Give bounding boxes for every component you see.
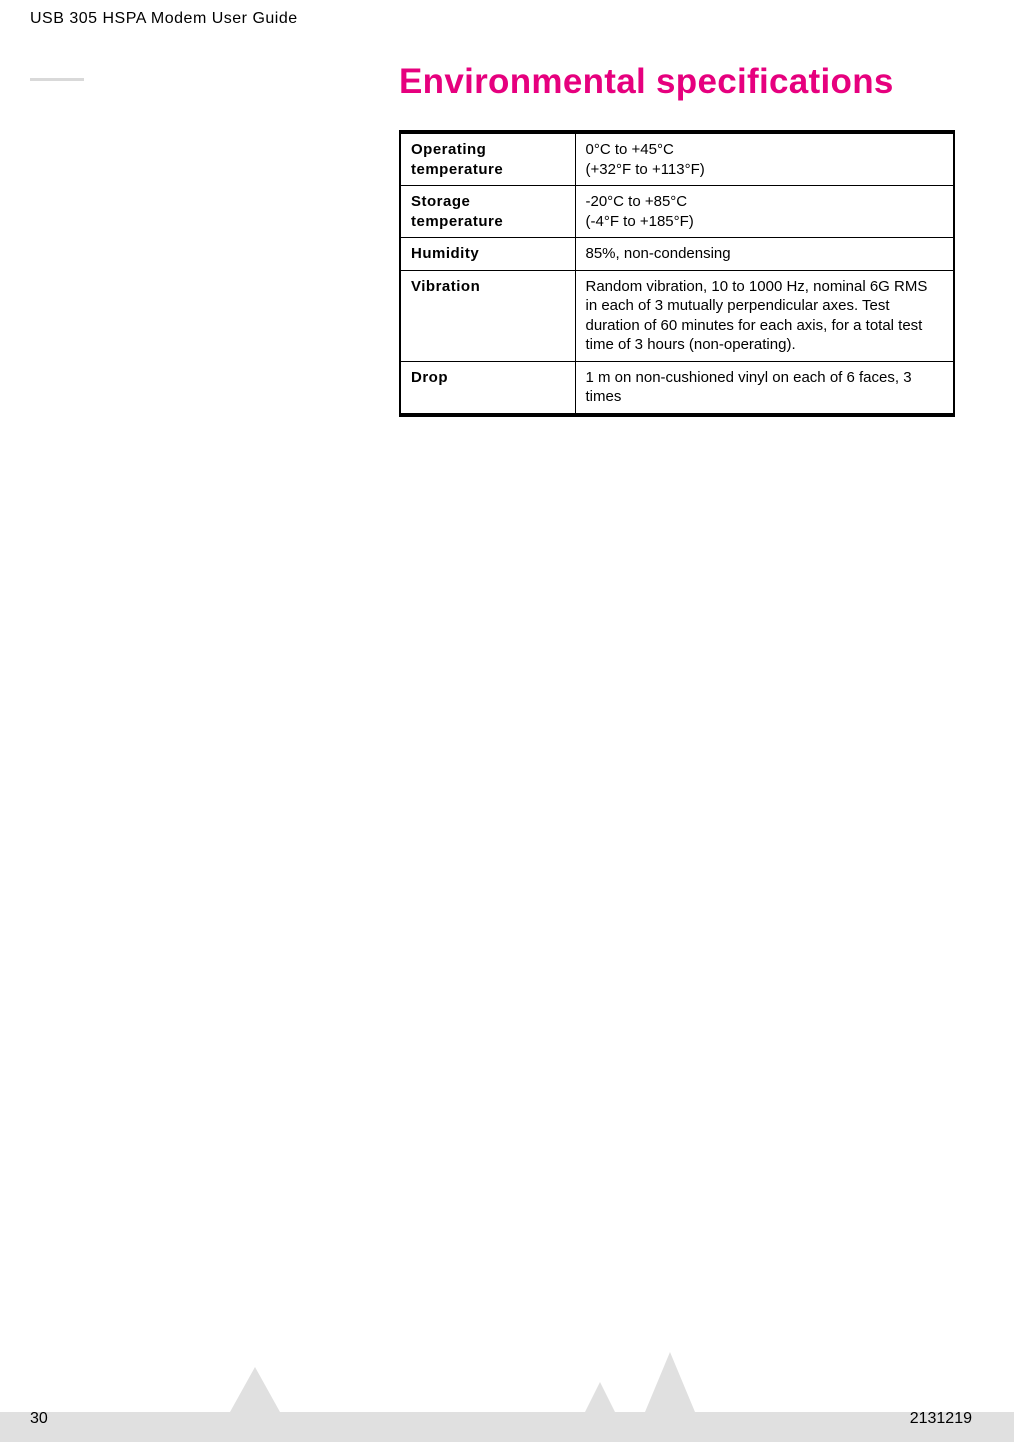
- table-row: Drop 1 m on non-cushioned vinyl on each …: [400, 361, 954, 415]
- spec-value: 0°C to +45°C(+32°F to +113°F): [575, 132, 954, 186]
- spec-table: Operating temperature 0°C to +45°C(+32°F…: [399, 130, 955, 417]
- spec-value: 85%, non-condensing: [575, 238, 954, 271]
- spec-value: 1 m on non-cushioned vinyl on each of 6 …: [575, 361, 954, 415]
- spec-value: Random vibration, 10 to 1000 Hz, nominal…: [575, 270, 954, 361]
- spec-label: Drop: [400, 361, 575, 415]
- table-row: Vibration Random vibration, 10 to 1000 H…: [400, 270, 954, 361]
- spec-table-body: Operating temperature 0°C to +45°C(+32°F…: [400, 132, 954, 415]
- spec-label: Operating temperature: [400, 132, 575, 186]
- footer-doc-number: 2131219: [910, 1410, 972, 1428]
- header-title-text: USB 305 HSPA Modem User Guide: [30, 10, 298, 27]
- footer-page-text: 30: [30, 1410, 48, 1427]
- footer-doc-text: 2131219: [910, 1410, 972, 1427]
- spec-label: Humidity: [400, 238, 575, 271]
- table-row: Humidity 85%, non-condensing: [400, 238, 954, 271]
- spec-label: Storage temperature: [400, 186, 575, 238]
- spec-value: -20°C to +85°C(-4°F to +185°F): [575, 186, 954, 238]
- section-heading: Environmental specifications: [399, 62, 894, 102]
- table-row: Storage temperature -20°C to +85°C(-4°F …: [400, 186, 954, 238]
- page: USB 305 HSPA Modem User Guide Environmen…: [0, 0, 1014, 1442]
- spec-label: Vibration: [400, 270, 575, 361]
- footer-page-number: 30: [30, 1410, 48, 1428]
- section-heading-text: Environmental specifications: [399, 62, 894, 101]
- footer-silhouette: [0, 1312, 1014, 1442]
- silhouette-path: [0, 1352, 1014, 1442]
- side-rule: [30, 78, 84, 81]
- header-title: USB 305 HSPA Modem User Guide: [30, 10, 298, 28]
- table-row: Operating temperature 0°C to +45°C(+32°F…: [400, 132, 954, 186]
